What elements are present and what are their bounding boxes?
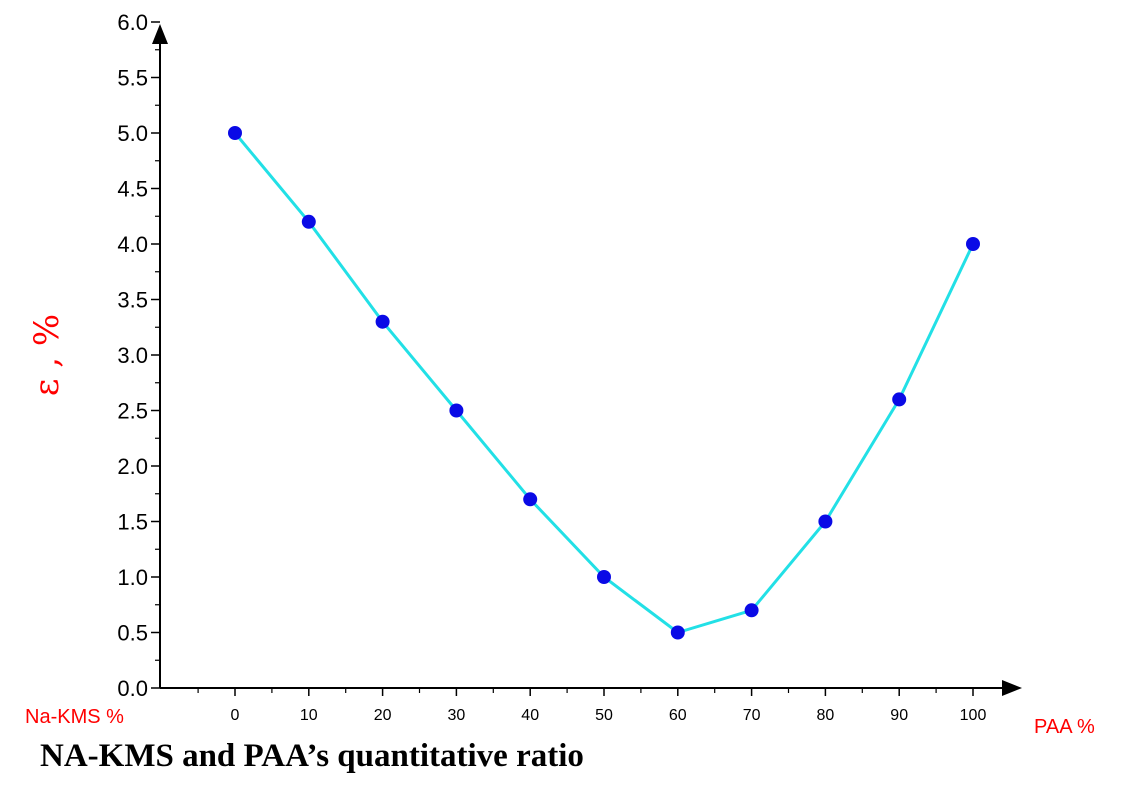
y-axis-ticks: 0.0 0.5 1.0 1.5 2.0 2.5 3.0 3.5 4.0 4.5 5.0 5.5 6.0 (117, 10, 160, 701)
data-point (597, 570, 611, 584)
x-tick-label: 80 (817, 707, 835, 724)
series (228, 126, 980, 640)
x-tick-label: 30 (448, 707, 466, 724)
y-tick-label: 1.0 (117, 565, 148, 590)
x-tick-label: 60 (669, 707, 687, 724)
figure-caption: NA-KMS and PAA’s quantitative ratio (40, 738, 584, 774)
y-tick-label: 0.0 (117, 676, 148, 701)
y-tick-label: 5.5 (117, 66, 148, 91)
x-axis-ticks: 0 10 20 30 40 50 60 70 80 90 100 (197, 688, 987, 724)
x-tick-label: 100 (960, 707, 987, 724)
y-tick-label: 3.5 (117, 288, 148, 313)
data-point (744, 603, 759, 618)
x-tick-label: 40 (521, 707, 539, 724)
data-point (818, 514, 833, 529)
y-tick-label: 5.0 (117, 121, 148, 146)
y-axis-label: ε , % (27, 314, 67, 396)
x-tick-label: 20 (374, 707, 392, 724)
y-tick-label: 2.0 (117, 454, 148, 479)
x-axis-label-right: PAA % (1034, 716, 1095, 738)
y-tick-label: 1.5 (117, 510, 148, 535)
y-tick-label: 3.0 (117, 343, 148, 368)
y-tick-label: 6.0 (117, 10, 148, 35)
series-line (233, 132, 975, 635)
y-tick-label: 0.5 (117, 621, 148, 646)
data-point (228, 126, 242, 140)
data-point (301, 214, 316, 229)
y-tick-label: 4.5 (117, 177, 148, 202)
data-point (523, 492, 538, 507)
data-point (375, 314, 390, 329)
x-tick-label: 90 (890, 707, 908, 724)
data-point (449, 403, 464, 418)
x-axis-label-left: Na-KMS % (25, 706, 124, 728)
y-tick-label: 4.0 (117, 232, 148, 257)
x-tick-label: 10 (300, 707, 318, 724)
x-axis-arrow-icon (1002, 680, 1022, 696)
axes (152, 24, 1022, 696)
x-tick-label: 70 (743, 707, 761, 724)
data-point (966, 237, 980, 251)
y-axis-arrow-icon (152, 24, 168, 44)
x-tick-label: 0 (231, 707, 240, 724)
x-tick-label: 50 (595, 707, 613, 724)
data-point (670, 625, 685, 640)
y-tick-label: 2.5 (117, 399, 148, 424)
data-point (892, 392, 907, 407)
